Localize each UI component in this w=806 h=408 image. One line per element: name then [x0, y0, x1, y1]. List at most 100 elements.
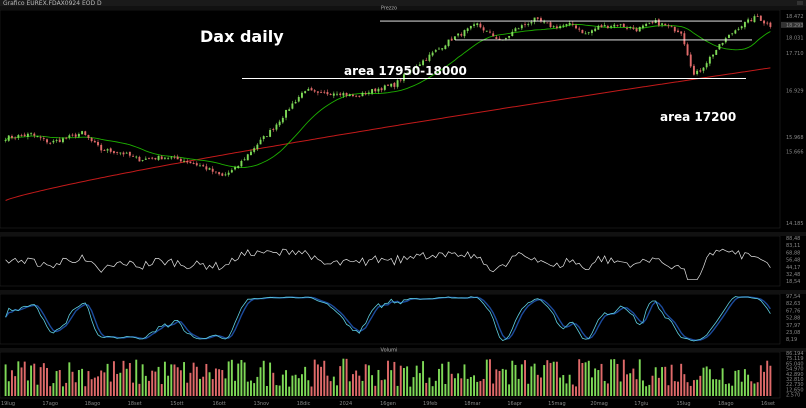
volume-bar — [211, 379, 214, 396]
volume-bar — [524, 360, 526, 396]
volume-bar — [364, 364, 367, 396]
candle-body — [46, 139, 48, 143]
candle-body — [109, 148, 112, 152]
candle-body — [205, 166, 208, 170]
candle-body — [275, 124, 278, 130]
candle-body — [183, 160, 186, 162]
volume-series — [4, 358, 772, 396]
candle-body — [683, 33, 686, 45]
candle-body — [74, 134, 77, 137]
candle-body — [348, 94, 351, 97]
volume-y-tick: 65.040 — [786, 361, 804, 367]
candle-body — [227, 172, 230, 175]
volume-bar — [157, 366, 160, 396]
volume-bar — [119, 372, 122, 396]
candle-body — [673, 26, 676, 32]
candle-body — [304, 91, 307, 94]
candle-body — [606, 25, 609, 28]
candle-body — [224, 174, 227, 176]
candle-body — [638, 26, 641, 32]
volume-bar — [750, 381, 753, 396]
volume-y-tick: 12.650 — [786, 387, 804, 393]
candle-body — [23, 134, 26, 137]
price-y-tick: 18.472 — [786, 14, 804, 20]
price-y-tick: 17.710 — [786, 51, 804, 57]
candle-body — [135, 156, 138, 158]
price-panel-title: Prezzo — [381, 6, 397, 12]
candle-body — [148, 158, 150, 159]
volume-bar — [699, 375, 702, 396]
candle-body — [141, 160, 144, 161]
volume-bar — [632, 368, 635, 396]
volume-bar — [708, 369, 711, 396]
lower-level-label: area 17200 — [660, 110, 736, 124]
candle-body — [415, 66, 418, 69]
candle-body — [313, 90, 316, 92]
candle-body — [409, 69, 412, 73]
volume-bar — [677, 381, 679, 396]
volume-bar — [116, 373, 119, 396]
volume-bar — [11, 370, 13, 396]
volume-bar — [517, 378, 520, 396]
candle-body — [498, 38, 501, 41]
volume-bar — [581, 363, 584, 396]
rsi-line — [5, 248, 771, 281]
candle-body — [281, 117, 284, 123]
candle-body — [234, 167, 236, 170]
candle-body — [584, 33, 587, 35]
volume-bar — [234, 380, 236, 396]
volume-bar — [109, 381, 112, 396]
candle-body — [253, 148, 256, 152]
candle-body — [457, 33, 460, 36]
candle-body — [571, 23, 574, 25]
volume-bar — [61, 386, 64, 396]
candle-body — [371, 89, 374, 94]
volume-bar — [409, 386, 412, 396]
candle-body — [463, 30, 466, 37]
volume-bar — [26, 380, 29, 396]
volume-bar — [138, 383, 141, 396]
candle-body — [374, 88, 377, 92]
candle-body — [170, 157, 173, 159]
volume-bar — [33, 363, 36, 396]
candle-body — [380, 88, 383, 91]
volume-bar — [629, 373, 632, 396]
candle-body — [272, 129, 275, 130]
volume-bar — [622, 359, 625, 396]
volume-bar — [654, 367, 657, 396]
candle-body — [533, 17, 536, 22]
volume-bar — [597, 370, 600, 396]
candle-body — [473, 24, 475, 26]
volume-bar — [87, 371, 90, 396]
volume-bar — [336, 385, 338, 396]
x-axis-tick: 19feb — [423, 401, 437, 407]
window-close-button[interactable] — [797, 1, 803, 5]
candle-body — [186, 160, 189, 163]
volume-bar — [728, 383, 730, 396]
volume-bar — [549, 362, 552, 396]
volume-bar — [272, 372, 275, 396]
volume-bar — [301, 374, 303, 396]
rsi-y-tick: 83,11 — [786, 243, 800, 249]
axes: 18.472 18.031 17.710 16.929 15.968 15.666 14.1… — [1, 14, 804, 407]
candle-body — [262, 136, 265, 139]
candle-body — [578, 28, 581, 30]
volume-bar — [686, 382, 689, 396]
volume-bar — [530, 366, 533, 396]
candle-body — [396, 80, 399, 87]
volume-bar — [492, 383, 495, 396]
candle-body — [323, 91, 326, 93]
candle-body — [667, 25, 670, 27]
volume-bar — [438, 368, 440, 396]
volume-bar — [132, 382, 135, 396]
candle-body — [460, 34, 463, 36]
candle-body — [450, 38, 453, 41]
candle-body — [173, 156, 176, 158]
x-axis-tick: 18ago — [718, 401, 734, 407]
volume-bar — [288, 386, 291, 396]
volume-bar — [444, 384, 447, 396]
volume-bar — [192, 362, 195, 396]
candle-body — [387, 84, 389, 86]
volume-bar — [399, 365, 402, 396]
